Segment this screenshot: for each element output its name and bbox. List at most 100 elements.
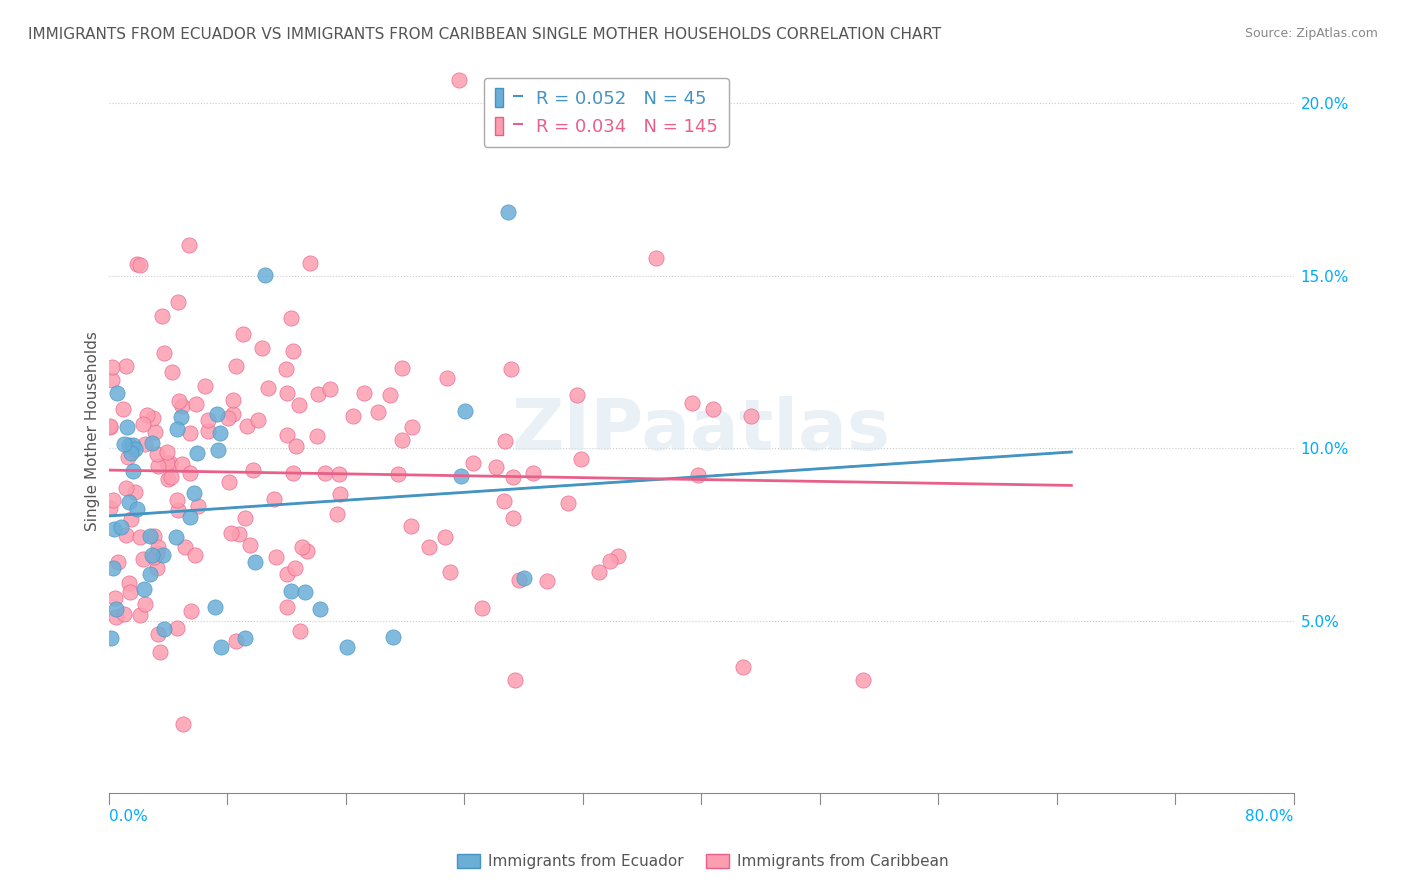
Point bbox=[179, 466, 201, 480]
Point bbox=[179, 509, 201, 524]
Point bbox=[325, 507, 347, 521]
Point bbox=[399, 518, 422, 533]
Point bbox=[219, 525, 242, 540]
Point bbox=[264, 550, 287, 565]
Point bbox=[146, 627, 169, 641]
Point bbox=[146, 459, 169, 474]
Legend: R = 0.052   N = 45, R = 0.034   N = 145: R = 0.052 N = 45, R = 0.034 N = 145 bbox=[484, 78, 728, 147]
Point bbox=[157, 472, 180, 486]
Point bbox=[143, 425, 166, 440]
Point bbox=[319, 382, 342, 396]
Point bbox=[134, 437, 156, 451]
Point bbox=[166, 295, 188, 310]
Point bbox=[118, 576, 141, 591]
Point bbox=[276, 386, 298, 401]
Point bbox=[250, 341, 273, 355]
Point bbox=[536, 574, 558, 589]
Point bbox=[387, 467, 409, 482]
Point bbox=[290, 624, 312, 638]
Point bbox=[184, 397, 207, 411]
Point bbox=[284, 561, 307, 575]
Point bbox=[263, 491, 285, 506]
Point bbox=[105, 385, 128, 400]
Point bbox=[165, 530, 187, 544]
Point bbox=[588, 565, 610, 579]
Point bbox=[138, 528, 160, 542]
Point bbox=[401, 419, 423, 434]
Text: IMMIGRANTS FROM ECUADOR VS IMMIGRANTS FROM CARIBBEAN SINGLE MOTHER HOUSEHOLDS CO: IMMIGRANTS FROM ECUADOR VS IMMIGRANTS FR… bbox=[28, 27, 942, 42]
Point bbox=[141, 548, 163, 562]
Text: Source: ZipAtlas.com: Source: ZipAtlas.com bbox=[1244, 27, 1378, 40]
Point bbox=[314, 467, 336, 481]
Point bbox=[174, 540, 197, 554]
Point bbox=[172, 717, 194, 731]
Point bbox=[449, 73, 471, 87]
Point bbox=[391, 361, 413, 376]
Point bbox=[159, 470, 181, 484]
Point bbox=[152, 346, 174, 360]
Point bbox=[599, 554, 621, 568]
Point bbox=[205, 407, 228, 421]
Point bbox=[281, 344, 304, 359]
Point bbox=[98, 420, 121, 434]
Point bbox=[172, 458, 194, 472]
Point bbox=[242, 463, 264, 477]
Point bbox=[134, 597, 156, 611]
Text: 80.0%: 80.0% bbox=[1246, 809, 1294, 824]
Point bbox=[496, 204, 519, 219]
Point bbox=[222, 407, 245, 421]
Point bbox=[276, 600, 298, 615]
Point bbox=[294, 585, 316, 599]
Point bbox=[644, 252, 666, 266]
Point bbox=[118, 495, 141, 509]
Point bbox=[508, 573, 530, 587]
Point bbox=[276, 567, 298, 582]
Point bbox=[170, 400, 193, 414]
Point bbox=[233, 511, 256, 525]
Point bbox=[436, 371, 458, 385]
Point bbox=[485, 459, 508, 474]
Point bbox=[111, 402, 134, 417]
Point bbox=[569, 451, 592, 466]
Point bbox=[557, 496, 579, 510]
Point bbox=[218, 475, 240, 489]
Point bbox=[162, 366, 184, 380]
Point bbox=[418, 541, 440, 555]
Point bbox=[328, 467, 350, 482]
Point bbox=[142, 550, 165, 565]
Point bbox=[112, 607, 135, 622]
Point bbox=[129, 530, 152, 544]
Point bbox=[112, 436, 135, 450]
Point bbox=[146, 560, 169, 574]
Point bbox=[156, 456, 179, 470]
Point bbox=[100, 359, 122, 374]
Point bbox=[121, 511, 143, 525]
Point bbox=[120, 445, 142, 459]
Point bbox=[115, 481, 138, 495]
Point bbox=[225, 634, 247, 648]
Point bbox=[107, 555, 129, 569]
Point bbox=[505, 673, 527, 687]
Point bbox=[115, 359, 138, 373]
Point bbox=[148, 540, 170, 554]
Point bbox=[731, 659, 754, 673]
Point bbox=[104, 591, 127, 605]
Point bbox=[207, 443, 229, 458]
Point bbox=[132, 417, 155, 432]
Point bbox=[120, 585, 142, 599]
Point bbox=[433, 531, 456, 545]
Point bbox=[380, 388, 402, 402]
Point bbox=[125, 257, 148, 271]
Point bbox=[197, 413, 219, 427]
Point bbox=[150, 310, 173, 324]
Point bbox=[309, 602, 332, 616]
Point bbox=[121, 464, 143, 478]
Point bbox=[253, 268, 276, 282]
Point bbox=[217, 411, 239, 425]
Point bbox=[146, 447, 169, 461]
Point bbox=[382, 630, 405, 644]
Point bbox=[149, 645, 172, 659]
Point bbox=[183, 485, 205, 500]
Point bbox=[450, 468, 472, 483]
Point bbox=[197, 424, 219, 438]
